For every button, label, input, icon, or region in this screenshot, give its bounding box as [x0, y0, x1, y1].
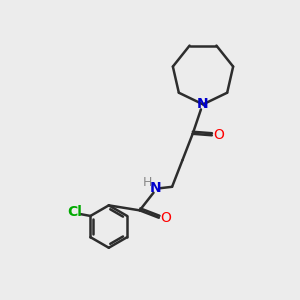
Text: Cl: Cl	[67, 205, 82, 218]
Text: O: O	[160, 211, 171, 225]
Text: O: O	[213, 128, 224, 142]
Text: N: N	[150, 181, 162, 195]
Text: N: N	[197, 98, 209, 111]
Text: H: H	[143, 176, 152, 189]
